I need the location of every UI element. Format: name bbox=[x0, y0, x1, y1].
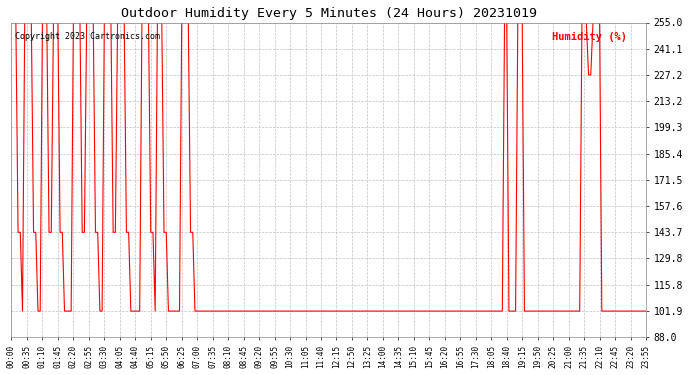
Title: Outdoor Humidity Every 5 Minutes (24 Hours) 20231019: Outdoor Humidity Every 5 Minutes (24 Hou… bbox=[121, 7, 537, 20]
Text: Humidity (%): Humidity (%) bbox=[552, 32, 627, 42]
Text: Copyright 2023 Cartronics.com: Copyright 2023 Cartronics.com bbox=[14, 32, 159, 41]
